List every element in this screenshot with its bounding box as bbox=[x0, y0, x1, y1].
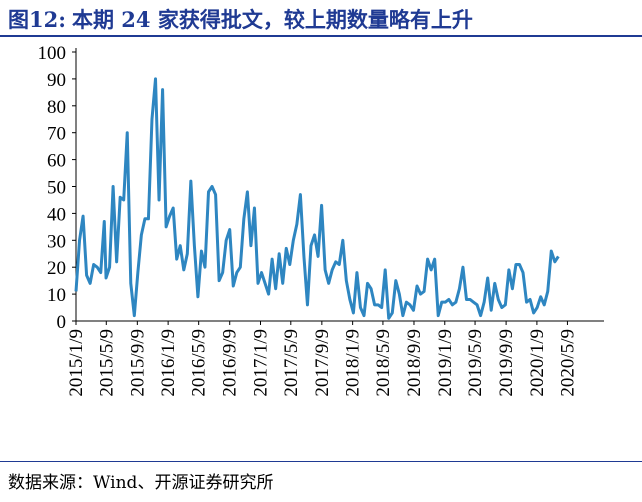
y-axis-ticks: 0 10 20 30 40 50 60 70 80 90 100 bbox=[38, 43, 76, 333]
x-tick-label: 2019/5/9 bbox=[465, 329, 486, 397]
x-tick-label: 2015/5/9 bbox=[96, 329, 117, 397]
y-tick-label: 30 bbox=[47, 231, 66, 252]
y-tick-label: 50 bbox=[47, 178, 66, 199]
x-tick-label: 2020/5/9 bbox=[557, 329, 578, 397]
x-tick-label: 2017/9/9 bbox=[312, 329, 333, 397]
y-tick-label: 10 bbox=[47, 285, 66, 306]
y-tick-label: 60 bbox=[47, 151, 66, 172]
x-tick-label: 2018/5/9 bbox=[373, 329, 394, 397]
x-tick-label: 2016/5/9 bbox=[189, 329, 210, 397]
figure-number: 图12: bbox=[8, 7, 66, 32]
x-tick-label: 2019/9/9 bbox=[496, 329, 517, 397]
x-tick-label: 2016/9/9 bbox=[220, 329, 241, 397]
y-tick-label: 40 bbox=[47, 204, 66, 225]
x-axis-ticks: 2015/1/9 2015/5/9 2015/9/9 2016/1/9 2016/5/9… bbox=[66, 321, 578, 397]
y-tick-label: 20 bbox=[47, 258, 66, 279]
chart-title: 图12: 本期 24 家获得批文，较上期数量略有上升 bbox=[8, 4, 634, 34]
x-tick-label: 2020/1/9 bbox=[527, 329, 548, 397]
x-tick-label: 2015/1/9 bbox=[66, 329, 87, 397]
x-tick-label: 2018/1/9 bbox=[343, 329, 364, 397]
y-tick-label: 0 bbox=[57, 312, 67, 333]
figure-title-text: 本期 24 家获得批文，较上期数量略有上升 bbox=[71, 7, 473, 32]
x-tick-label: 2017/5/9 bbox=[281, 329, 302, 397]
x-tick-label: 2016/1/9 bbox=[158, 329, 179, 397]
series-line bbox=[74, 77, 560, 320]
x-tick-label: 2018/9/9 bbox=[404, 329, 425, 397]
x-tick-label: 2015/9/9 bbox=[127, 329, 148, 397]
top-rule bbox=[0, 35, 642, 37]
source-note: 数据来源：Wind、开源证券研究所 bbox=[8, 473, 274, 493]
x-tick-label: 2017/1/9 bbox=[251, 329, 272, 397]
bottom-rule bbox=[0, 461, 642, 462]
x-tick-label: 2019/1/9 bbox=[435, 329, 456, 397]
y-tick-label: 90 bbox=[47, 70, 66, 91]
y-tick-label: 70 bbox=[47, 124, 66, 145]
y-tick-label: 100 bbox=[38, 43, 67, 64]
y-tick-label: 80 bbox=[47, 97, 66, 118]
